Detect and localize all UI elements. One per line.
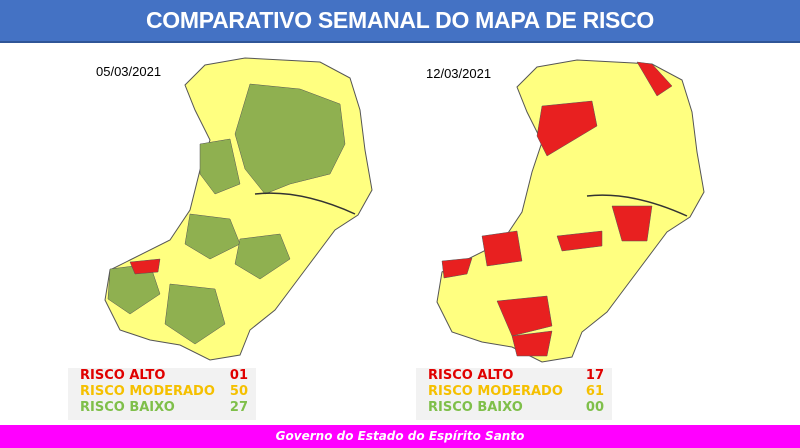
river — [254, 192, 356, 215]
map-date-right: 12/03/2021 — [426, 66, 492, 81]
region-alto — [536, 100, 598, 157]
region-alto — [129, 258, 161, 275]
legend-row-moderado: RISCO MODERADO 61 — [416, 384, 612, 400]
legend-value: 00 — [585, 400, 604, 415]
map-right — [436, 59, 705, 363]
legend-row-alto: RISCO ALTO 01 — [68, 368, 256, 384]
risk-maps — [104, 57, 705, 363]
region-baixo — [234, 233, 291, 280]
legend-value: 01 — [229, 368, 248, 383]
region-alto — [611, 205, 653, 242]
legend-label: RISCO MODERADO — [428, 384, 563, 399]
map-left — [104, 57, 373, 361]
legend-row-alto: RISCO ALTO 17 — [416, 368, 612, 384]
region-alto — [481, 230, 523, 267]
region-baixo — [234, 83, 346, 195]
legend-value: 61 — [585, 384, 604, 399]
legend-label: RISCO ALTO — [428, 368, 514, 383]
legend-row-moderado: RISCO MODERADO 50 — [68, 384, 256, 400]
region-alto — [556, 230, 603, 252]
legend-value: 50 — [229, 384, 248, 399]
map-date-left: 05/03/2021 — [96, 64, 162, 79]
page-title: COMPARATIVO SEMANAL DO MAPA DE RISCO — [0, 0, 800, 43]
legend-label: RISCO ALTO — [80, 368, 166, 383]
legend-right: RISCO ALTO 17 RISCO MODERADO 61 RISCO BAIX… — [416, 368, 612, 420]
region-baixo — [184, 213, 241, 260]
region-alto — [636, 61, 673, 97]
region-alto — [511, 330, 553, 357]
legend-row-baixo: RISCO BAIXO 00 — [416, 400, 612, 416]
legend-value: 17 — [585, 368, 604, 383]
river — [586, 194, 688, 217]
region-alto — [441, 257, 473, 279]
legend-label: RISCO BAIXO — [80, 400, 175, 415]
legend-label: RISCO BAIXO — [428, 400, 523, 415]
legend-row-baixo: RISCO BAIXO 27 — [68, 400, 256, 416]
footer-text: Governo do Estado do Espírito Santo — [0, 425, 800, 448]
region-alto — [496, 295, 553, 337]
legend-label: RISCO MODERADO — [80, 384, 215, 399]
legend-left: RISCO ALTO 01 RISCO MODERADO 50 RISCO BAIX… — [68, 368, 256, 420]
legend-value: 27 — [229, 400, 248, 415]
region-baixo — [199, 138, 241, 195]
region-baixo — [164, 283, 226, 345]
